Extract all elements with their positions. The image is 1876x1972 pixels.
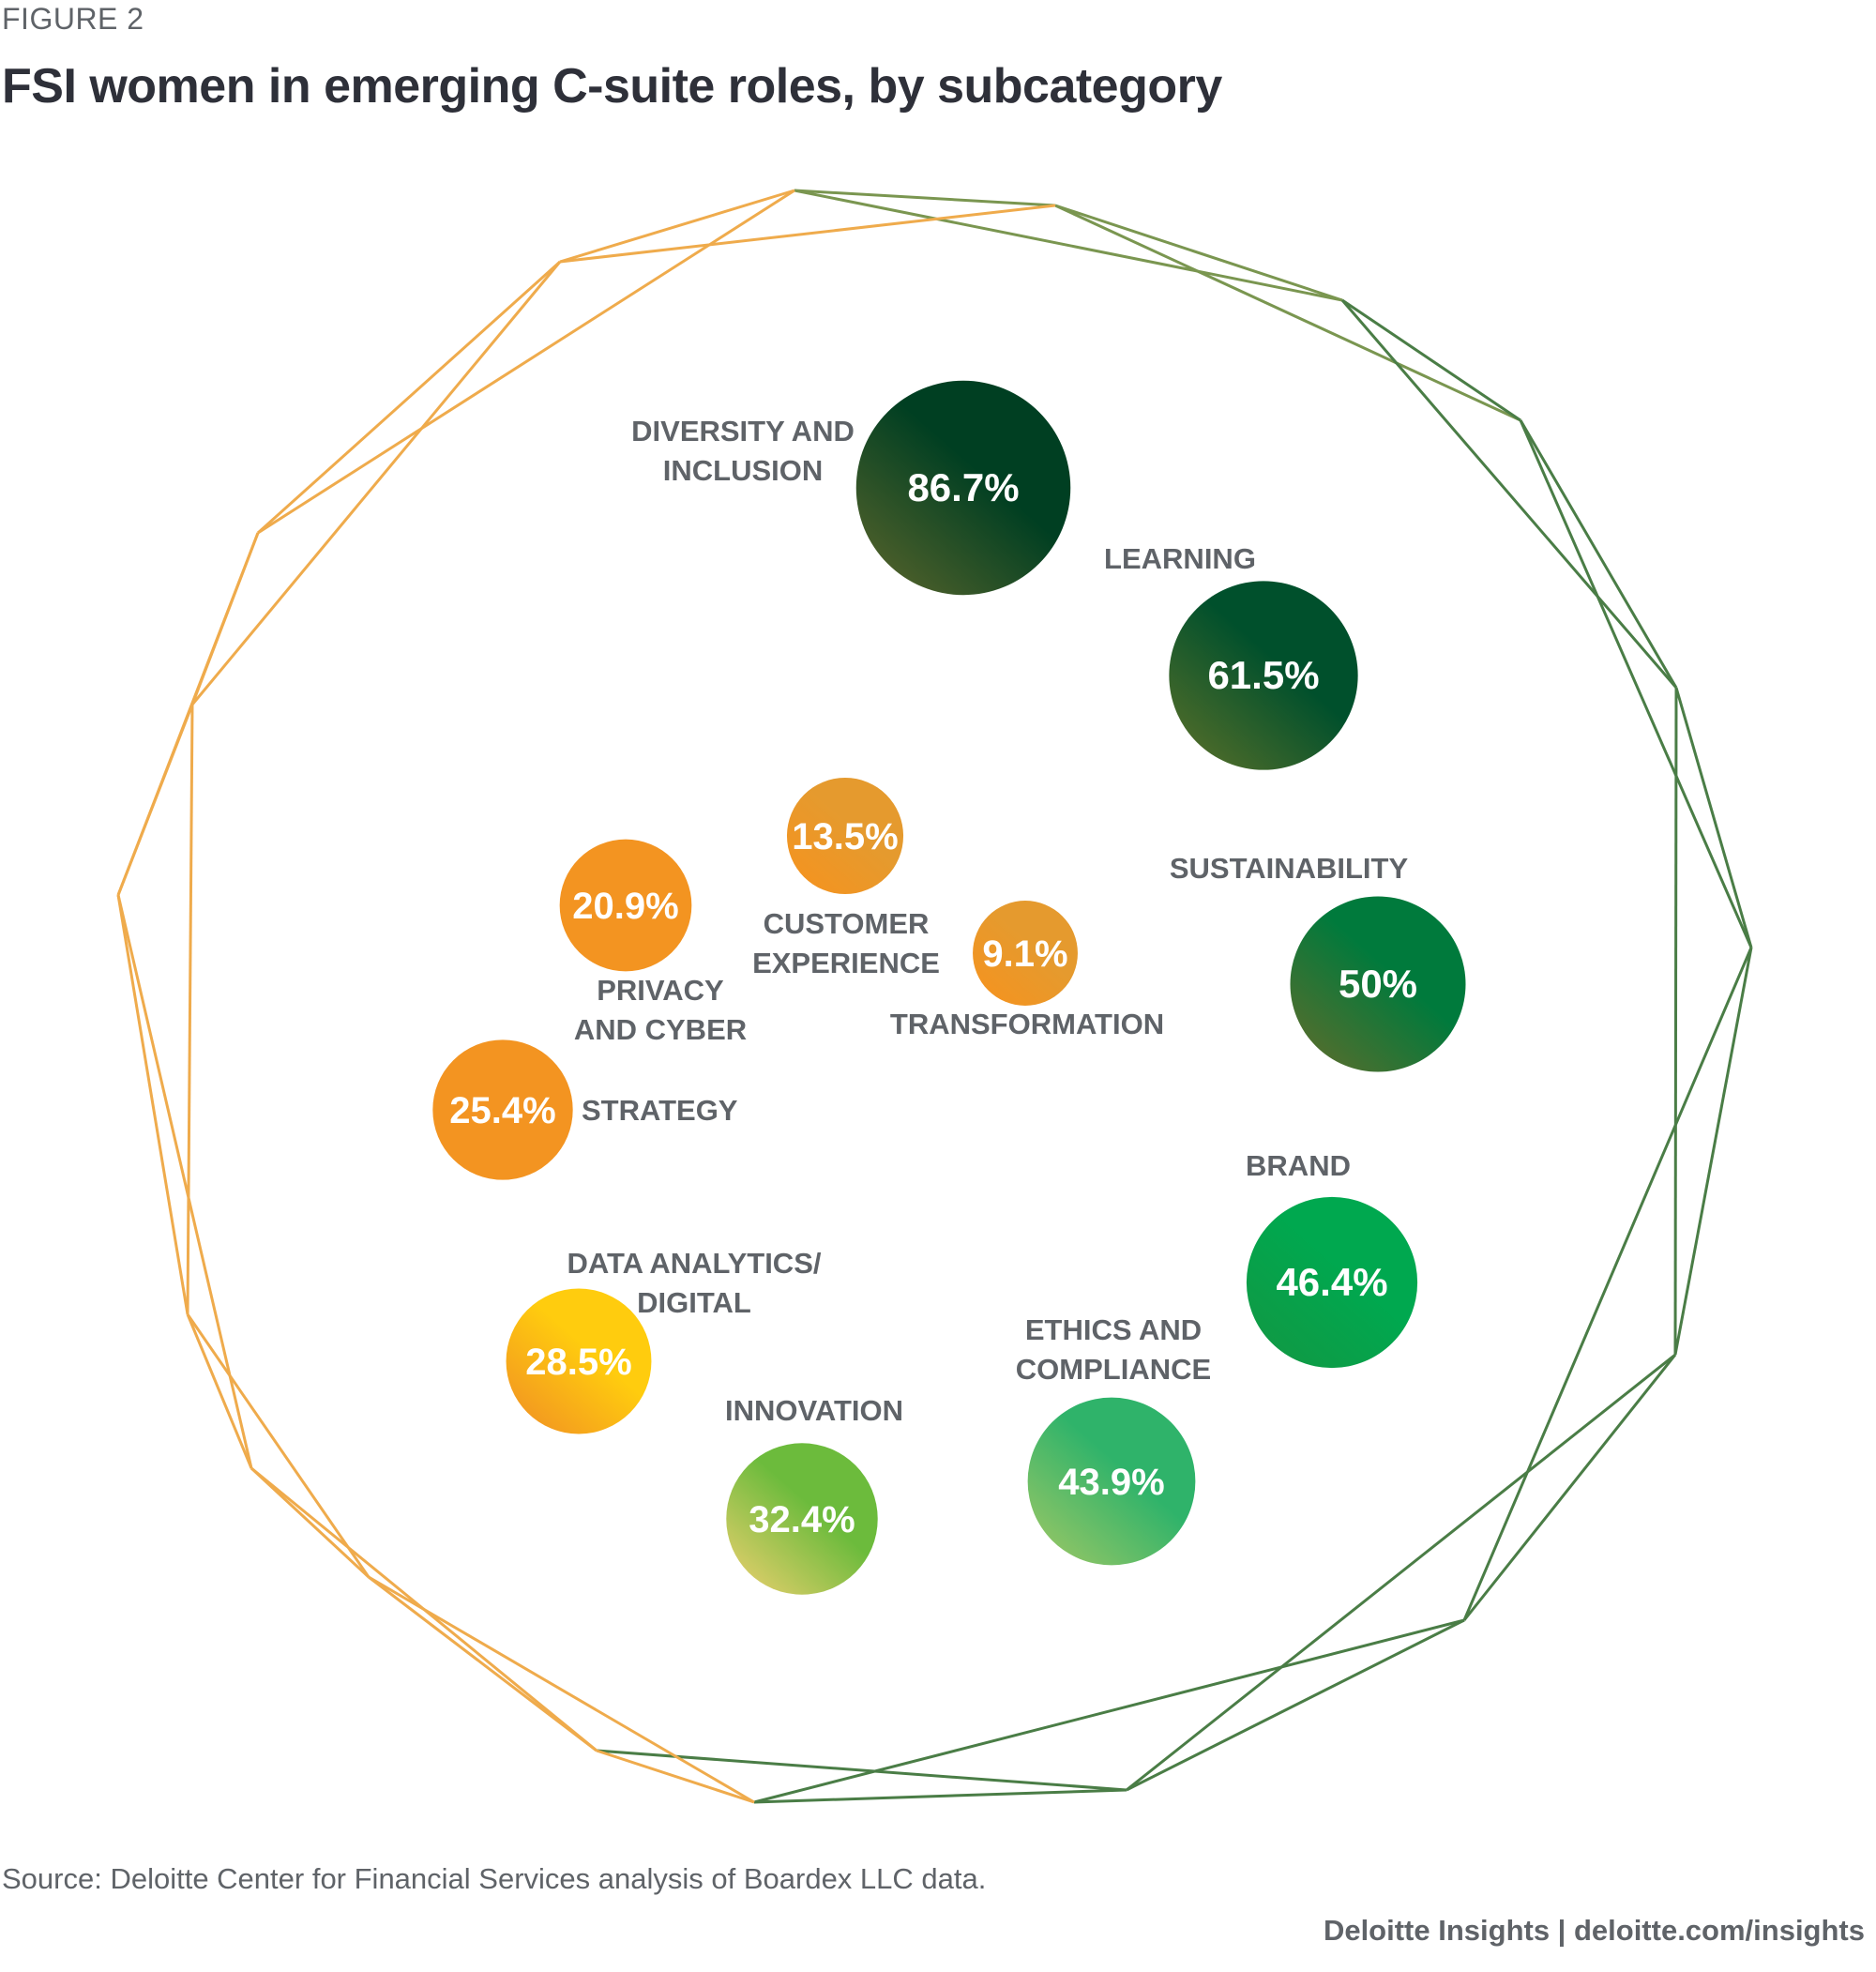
decorative-wireframe <box>116 189 1753 1804</box>
bubble-category-label: DIGITAL <box>637 1286 751 1319</box>
bubble-value-label: 32.4% <box>749 1499 855 1540</box>
wireframe-line <box>257 189 795 535</box>
bubble-circle <box>559 839 692 972</box>
bubble-circle <box>432 1039 573 1180</box>
bubble-value-label: 20.9% <box>572 886 678 927</box>
credit-line: Deloitte Insights | deloitte.com/insight… <box>1323 1914 1865 1947</box>
wireframe-line <box>190 532 260 705</box>
bubble-category-label: SUSTAINABILITY <box>1170 852 1409 885</box>
wireframe-line <box>1054 204 1521 422</box>
bubble-value-label: 13.5% <box>792 816 898 857</box>
bubble-customer-experience: 13.5% CUSTOMER EXPERIENCE <box>752 777 940 979</box>
wireframe-line <box>1126 1353 1676 1792</box>
wireframe-line <box>794 189 1056 207</box>
bubble-circle <box>1246 1196 1418 1369</box>
wireframe-line <box>559 204 1056 264</box>
wireframe-line <box>1519 419 1678 689</box>
wireframe-line <box>1340 299 1678 689</box>
wireframe-line <box>368 1575 755 1804</box>
wireframe-line <box>190 261 562 705</box>
bubble-circle <box>786 777 904 895</box>
bubble-category-label: CUSTOMER <box>764 907 930 940</box>
wireframe-line <box>1673 687 1678 1356</box>
bubble-circle <box>973 901 1078 1006</box>
wireframe-line <box>116 894 253 1469</box>
source-note: Source: Deloitte Center for Financial Se… <box>2 1862 987 1895</box>
bubble-sustainability: 50% SUSTAINABILITY <box>1170 852 1466 1072</box>
bubble-category-label: EXPERIENCE <box>752 947 940 979</box>
bubble-circle <box>506 1288 652 1434</box>
bubble-value-label: 86.7% <box>907 465 1019 509</box>
bubble-category-label: INCLUSION <box>663 454 824 487</box>
bubble-strategy: 25.4% STRATEGY <box>432 1039 738 1180</box>
bubble-circle <box>1290 896 1466 1072</box>
bubble-category-label: AND CYBER <box>574 1013 747 1046</box>
bubble-data-analytics-digital: 28.5% DATA ANALYTICS/DIGITAL <box>506 1247 822 1434</box>
wireframe-line <box>1054 204 1343 302</box>
bubble-brand: 46.4% BRAND <box>1246 1149 1418 1369</box>
wireframe-line <box>186 1313 371 1578</box>
wireframe-line <box>116 894 189 1315</box>
bubble-learning: 61.5% LEARNING <box>1104 542 1358 770</box>
wireframe-line <box>596 1749 755 1804</box>
wireframe-line <box>1126 1618 1465 1792</box>
bubble-transformation: 9.1% TRANSFORMATION <box>890 901 1164 1040</box>
wireframe-line <box>753 1618 1465 1804</box>
wireframe-line <box>1519 419 1753 948</box>
bubble-category-label: COMPLIANCE <box>1016 1353 1211 1386</box>
bubble-category-label: DATA ANALYTICS/ <box>567 1247 822 1280</box>
bubble-value-label: 50% <box>1339 962 1417 1006</box>
wireframe-line <box>186 704 194 1315</box>
bubble-circle <box>1027 1397 1196 1566</box>
wireframe-line <box>1341 298 1521 422</box>
bubble-innovation: 32.4% INNOVATION <box>725 1394 903 1595</box>
bubble-value-label: 43.9% <box>1058 1462 1164 1503</box>
figure-label: FIGURE 2 <box>2 2 144 36</box>
wireframe-line <box>1462 1354 1677 1621</box>
bubble-category-label: ETHICS AND <box>1025 1313 1202 1346</box>
bubble-ethics-and-compliance: 43.9% ETHICS AND COMPLIANCE <box>1016 1313 1211 1566</box>
wireframe-line <box>256 260 562 535</box>
wireframe-line <box>1674 687 1753 948</box>
bubble-category-label: DIVERSITY AND <box>631 415 855 447</box>
bubble-category-label: LEARNING <box>1104 542 1256 575</box>
bubble-category-label: PRIVACY <box>597 974 724 1007</box>
bubble-value-label: 61.5% <box>1207 653 1319 697</box>
wireframe-line <box>753 1788 1127 1804</box>
wireframe-line <box>1673 947 1753 1356</box>
wireframe-line <box>559 189 795 264</box>
bubble-value-label: 25.4% <box>449 1090 555 1131</box>
bubble-circle <box>726 1443 878 1595</box>
bubble-category-label: STRATEGY <box>582 1094 738 1127</box>
wireframe-line <box>794 189 1343 302</box>
bubble-category-label: BRAND <box>1246 1149 1351 1182</box>
wireframe-line <box>186 1313 253 1469</box>
bubble-category-label: TRANSFORMATION <box>890 1008 1164 1040</box>
wireframe-line <box>1462 947 1753 1621</box>
wireframe-line <box>368 1575 598 1752</box>
chart-title: FSI women in emerging C-suite roles, by … <box>2 59 1222 114</box>
wireframe-line <box>250 1466 598 1752</box>
bubble-value-label: 9.1% <box>982 933 1067 975</box>
bubble-value-label: 28.5% <box>525 1342 631 1383</box>
bubble-diversity-and-inclusion: 86.7% DIVERSITY AND INCLUSION <box>631 380 1071 596</box>
bubble-circle <box>1169 581 1358 770</box>
bubble-privacy-and-cyber: 20.9% PRIVACY AND CYBER <box>559 839 747 1046</box>
bubble-circle <box>855 380 1071 596</box>
wireframe-line <box>596 1749 1127 1792</box>
bubble-category-label: INNOVATION <box>725 1394 903 1427</box>
wireframe-line <box>250 1466 371 1579</box>
bubble-value-label: 46.4% <box>1276 1260 1387 1304</box>
